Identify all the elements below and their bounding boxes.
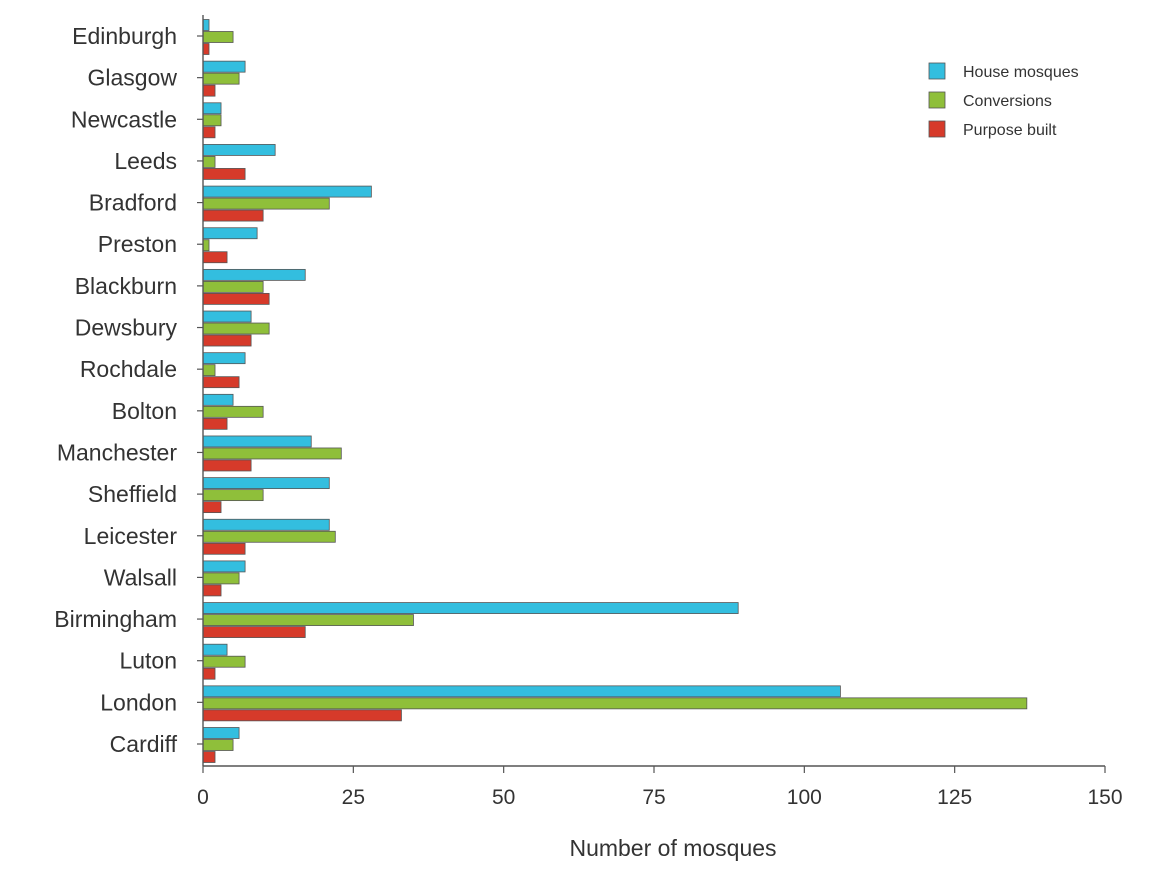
bar-conversions (202, 530, 336, 543)
category-label: Leeds (114, 148, 177, 174)
bar-purpose-built (202, 168, 246, 180)
bar-purpose-built (202, 501, 222, 514)
bar-house-mosques (202, 393, 234, 406)
category-label: Edinburgh (72, 23, 177, 49)
bar-house-mosques (202, 727, 240, 739)
bar-purpose-built (202, 292, 270, 305)
category-label: London (100, 689, 177, 715)
x-tick-label: 150 (1087, 786, 1122, 809)
bar-house-mosques (202, 435, 312, 448)
bar-purpose-built (202, 459, 252, 472)
bar-purpose-built (202, 334, 252, 347)
category-label: Sheffield (88, 481, 177, 507)
bar-house-mosques (202, 477, 330, 490)
category-label: Dewsbury (75, 315, 178, 341)
category-label: Birmingham (54, 606, 177, 632)
category-label: Glasgow (88, 65, 178, 91)
bar-house-mosques (202, 227, 258, 240)
bar-purpose-built (202, 542, 246, 555)
category-label: Cardiff (110, 731, 178, 757)
bar-house-mosques (202, 60, 246, 73)
x-tick-label: 50 (492, 786, 515, 809)
bar-house-mosques (202, 643, 228, 656)
x-ticks: 0 25 50 75 100 125 150 (197, 766, 1123, 809)
category-label: Leicester (84, 523, 178, 549)
bar-conversions (202, 31, 234, 43)
category-label: Bradford (89, 190, 177, 216)
bar-conversions (202, 447, 342, 460)
bar-house-mosques (202, 685, 841, 698)
category-label: Manchester (57, 439, 178, 465)
x-tick-label: 100 (787, 786, 822, 809)
bar-house-mosques (202, 310, 252, 323)
category-label: Blackburn (75, 273, 177, 299)
bar-purpose-built (202, 417, 228, 430)
legend-swatch (928, 91, 946, 109)
bar-house-mosques (202, 352, 246, 365)
bar-conversions (202, 655, 246, 668)
legend-label: House mosques (963, 64, 1079, 81)
bars (202, 19, 1028, 763)
legend-label: Purpose built (963, 122, 1057, 139)
category-label: Walsall (104, 564, 177, 590)
bar-purpose-built (202, 667, 216, 680)
bar-conversions (202, 364, 216, 377)
bar-purpose-built (202, 626, 306, 638)
x-tick-label: 125 (937, 786, 972, 809)
x-tick-label: 75 (642, 786, 665, 809)
bar-conversions (202, 572, 240, 585)
bar-conversions (202, 239, 210, 252)
bar-conversions (202, 72, 240, 85)
bar-purpose-built (202, 584, 222, 597)
bar-purpose-built (202, 43, 210, 55)
bar-conversions (202, 197, 330, 210)
bar-purpose-built (202, 376, 240, 389)
legend-swatch (928, 62, 946, 80)
category-label: Bolton (112, 398, 177, 424)
bar-conversions (202, 114, 222, 127)
bar-purpose-built (202, 751, 216, 763)
bar-conversions (202, 697, 1028, 710)
bar-house-mosques (202, 560, 246, 573)
category-label: Preston (98, 231, 177, 257)
bar-conversions (202, 322, 270, 335)
x-tick-label: 0 (197, 786, 209, 809)
bar-house-mosques (202, 144, 276, 156)
bar-purpose-built (202, 251, 228, 264)
bar-purpose-built (202, 709, 402, 722)
bar-house-mosques (202, 268, 306, 281)
x-tick-label: 25 (342, 786, 365, 809)
bar-conversions (202, 489, 264, 502)
bar-conversions (202, 280, 264, 293)
bar-house-mosques (202, 518, 330, 531)
x-axis-title: Number of mosques (569, 835, 776, 861)
category-label: Rochdale (80, 356, 177, 382)
bar-purpose-built (202, 84, 216, 97)
category-label: Luton (119, 648, 177, 674)
bar-conversions (202, 405, 264, 418)
legend-label: Conversions (963, 93, 1052, 110)
bar-house-mosques (202, 602, 739, 614)
bar-house-mosques (202, 102, 222, 115)
category-label: Newcastle (71, 106, 177, 132)
bar-conversions (202, 739, 234, 751)
legend: House mosques Conversions Purpose built (928, 62, 1079, 139)
bar-purpose-built (202, 126, 216, 139)
bar-house-mosques (202, 185, 372, 198)
bar-conversions (202, 156, 216, 168)
bar-purpose-built (202, 209, 264, 222)
category-labels: Edinburgh Glasgow Newcastle Leeds Bradford Pr… (54, 23, 177, 757)
bar-conversions (202, 614, 414, 626)
legend-swatch (928, 120, 946, 138)
bar-house-mosques (202, 19, 210, 31)
